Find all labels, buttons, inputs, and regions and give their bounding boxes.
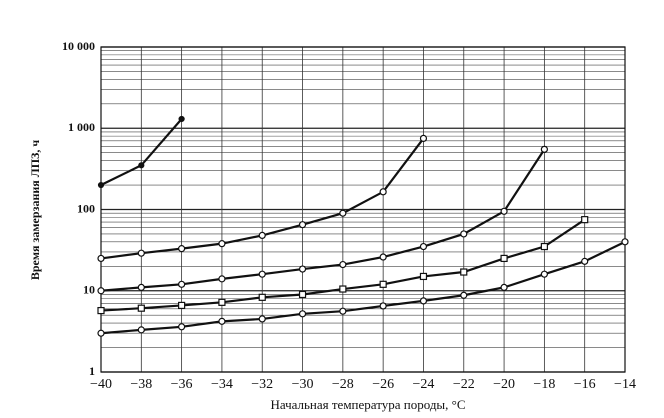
point <box>137 304 145 312</box>
x-tick-label: −26 <box>372 377 394 392</box>
x-tick-label: −20 <box>493 377 515 392</box>
point <box>137 326 145 334</box>
x-tick-label: −16 <box>574 377 596 392</box>
y-tick-label: 10 000 <box>62 39 95 53</box>
point <box>138 162 145 169</box>
point <box>178 280 186 288</box>
x-tick-label: −40 <box>90 377 112 392</box>
point <box>218 275 226 283</box>
point <box>298 265 307 273</box>
x-tick-label: −14 <box>614 377 636 392</box>
point <box>500 254 508 263</box>
point <box>339 285 347 293</box>
point <box>137 283 145 291</box>
point <box>97 181 105 189</box>
x-tick-label: −28 <box>332 377 354 392</box>
point <box>97 287 105 295</box>
point <box>540 242 548 251</box>
x-tick-label: −30 <box>292 377 314 392</box>
point <box>258 270 266 278</box>
point <box>379 188 387 196</box>
x-axis-label: Начальная температура породы, °C <box>270 397 465 412</box>
point <box>460 268 468 276</box>
point <box>218 298 226 306</box>
x-tick-label: −34 <box>211 377 233 392</box>
point <box>339 307 347 315</box>
point <box>258 231 266 239</box>
x-tick-label: −38 <box>130 377 152 392</box>
series-line <box>100 240 626 335</box>
x-tick-label: −22 <box>453 377 475 392</box>
point <box>258 315 266 323</box>
point <box>178 323 186 331</box>
y-tick-label: 1 <box>89 364 95 378</box>
point <box>298 290 307 299</box>
point <box>379 302 387 310</box>
point <box>621 238 629 246</box>
point <box>258 293 266 301</box>
point <box>581 257 589 265</box>
y-tick-label: 1 000 <box>68 120 95 134</box>
point <box>97 306 105 315</box>
x-tick-label: −32 <box>251 377 273 392</box>
point <box>379 280 387 288</box>
point <box>500 283 508 291</box>
point <box>419 242 428 251</box>
point <box>97 254 105 263</box>
point <box>500 207 508 215</box>
x-tick-label: −24 <box>413 377 435 392</box>
point <box>298 221 307 229</box>
point <box>137 249 145 257</box>
point <box>298 310 307 318</box>
point <box>419 134 428 143</box>
y-axis-label: Время замерзания ЛПЗ, ч <box>28 140 42 281</box>
point <box>460 291 468 299</box>
point <box>218 317 226 325</box>
y-tick-label: 100 <box>77 201 95 215</box>
point <box>419 272 428 281</box>
plot-frame <box>100 46 626 373</box>
point <box>97 329 105 337</box>
y-tick-label: 10 <box>83 283 95 297</box>
point <box>178 245 186 253</box>
point <box>419 297 428 305</box>
series-line <box>100 148 546 292</box>
point <box>178 301 186 310</box>
point <box>339 209 347 217</box>
point <box>218 240 226 248</box>
point <box>540 270 548 278</box>
x-tick-label: −18 <box>533 377 555 392</box>
x-tick-label: −36 <box>171 377 193 392</box>
point <box>379 253 387 261</box>
point <box>581 216 589 224</box>
point <box>460 230 468 238</box>
point <box>540 145 548 153</box>
point <box>339 260 347 269</box>
point <box>178 115 185 123</box>
